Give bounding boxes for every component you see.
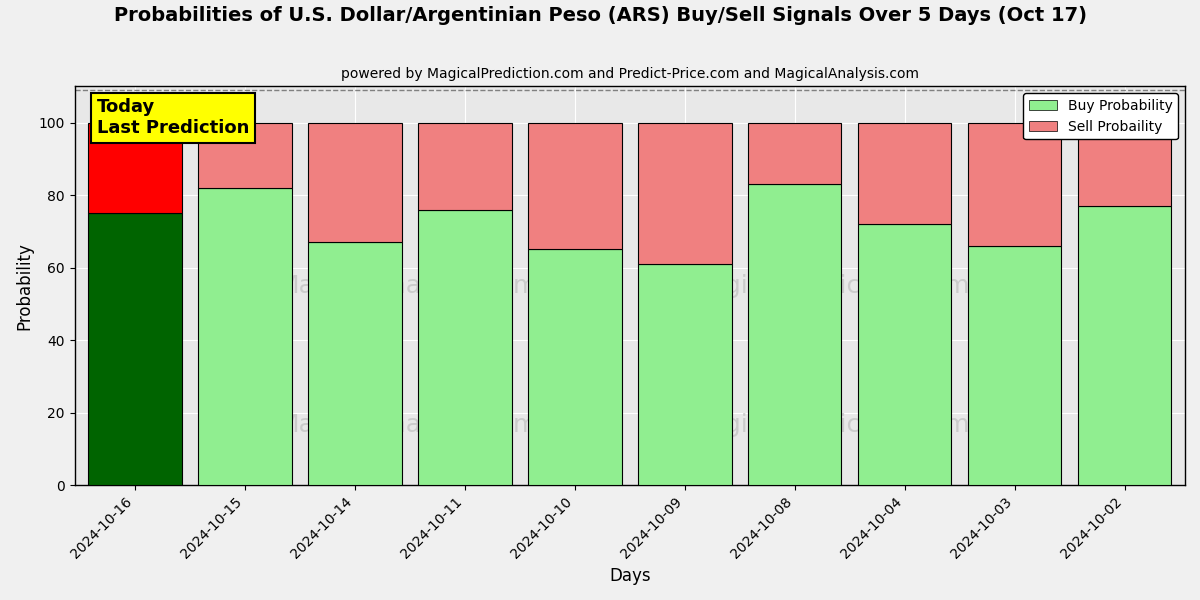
Text: MagicalPrediction.com: MagicalPrediction.com	[689, 274, 971, 298]
Text: MagicalAnalysis.com: MagicalAnalysis.com	[277, 413, 538, 437]
Y-axis label: Probability: Probability	[16, 242, 34, 329]
Bar	[198, 188, 292, 485]
Bar	[748, 184, 841, 485]
Bar	[638, 122, 732, 264]
Bar	[308, 122, 402, 242]
Bar	[858, 122, 952, 224]
Text: Today
Last Prediction: Today Last Prediction	[97, 98, 250, 137]
Bar	[858, 224, 952, 485]
Bar	[419, 122, 511, 209]
Bar	[748, 122, 841, 184]
Bar	[89, 122, 182, 213]
Text: MagicalAnalysis.com: MagicalAnalysis.com	[277, 274, 538, 298]
Bar	[89, 213, 182, 485]
Bar	[1078, 206, 1171, 485]
Bar	[308, 242, 402, 485]
Bar	[419, 209, 511, 485]
Text: MagicalPrediction.com: MagicalPrediction.com	[689, 413, 971, 437]
Bar	[528, 250, 622, 485]
Text: Probabilities of U.S. Dollar/Argentinian Peso (ARS) Buy/Sell Signals Over 5 Days: Probabilities of U.S. Dollar/Argentinian…	[114, 6, 1086, 25]
Bar	[1078, 122, 1171, 206]
Bar	[968, 122, 1061, 246]
Bar	[968, 246, 1061, 485]
Title: powered by MagicalPrediction.com and Predict-Price.com and MagicalAnalysis.com: powered by MagicalPrediction.com and Pre…	[341, 67, 919, 81]
X-axis label: Days: Days	[610, 567, 650, 585]
Bar	[638, 264, 732, 485]
Bar	[528, 122, 622, 250]
Legend: Buy Probability, Sell Probaility: Buy Probability, Sell Probaility	[1024, 93, 1178, 139]
Bar	[198, 122, 292, 188]
